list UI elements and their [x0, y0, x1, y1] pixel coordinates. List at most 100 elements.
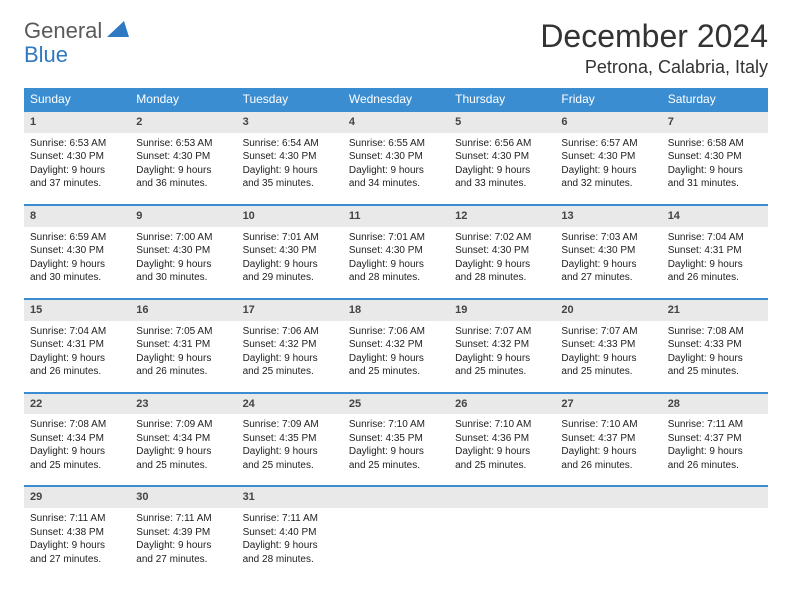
day-cell: 24Sunrise: 7:09 AMSunset: 4:35 PMDayligh… [237, 393, 343, 481]
day-cell: 25Sunrise: 7:10 AMSunset: 4:35 PMDayligh… [343, 393, 449, 481]
day-cell: 13Sunrise: 7:03 AMSunset: 4:30 PMDayligh… [555, 205, 661, 293]
weekday-header: Saturday [662, 88, 768, 111]
logo-triangle-icon [107, 21, 129, 42]
day-content: Sunrise: 6:56 AMSunset: 4:30 PMDaylight:… [449, 133, 555, 199]
day-number: 2 [130, 112, 236, 133]
day-number: 15 [24, 300, 130, 321]
day-number: 19 [449, 300, 555, 321]
day-number: 6 [555, 112, 661, 133]
day-number: 4 [343, 112, 449, 133]
day-content: Sunrise: 7:06 AMSunset: 4:32 PMDaylight:… [343, 321, 449, 387]
day-cell: 5Sunrise: 6:56 AMSunset: 4:30 PMDaylight… [449, 111, 555, 199]
day-content: Sunrise: 6:59 AMSunset: 4:30 PMDaylight:… [24, 227, 130, 293]
logo-text-general: General [24, 18, 102, 44]
weekday-header: Wednesday [343, 88, 449, 111]
day-content: Sunrise: 7:09 AMSunset: 4:34 PMDaylight:… [130, 414, 236, 480]
day-content: Sunrise: 7:08 AMSunset: 4:33 PMDaylight:… [662, 321, 768, 387]
day-cell: 8Sunrise: 6:59 AMSunset: 4:30 PMDaylight… [24, 205, 130, 293]
weekday-header: Tuesday [237, 88, 343, 111]
day-cell: 19Sunrise: 7:07 AMSunset: 4:32 PMDayligh… [449, 299, 555, 387]
day-cell: 10Sunrise: 7:01 AMSunset: 4:30 PMDayligh… [237, 205, 343, 293]
day-number: 28 [662, 394, 768, 415]
day-cell: . [343, 486, 449, 574]
day-cell: 3Sunrise: 6:54 AMSunset: 4:30 PMDaylight… [237, 111, 343, 199]
day-cell: 6Sunrise: 6:57 AMSunset: 4:30 PMDaylight… [555, 111, 661, 199]
day-content: Sunrise: 7:11 AMSunset: 4:40 PMDaylight:… [237, 508, 343, 574]
day-number: 14 [662, 206, 768, 227]
day-number: 29 [24, 487, 130, 508]
day-content: Sunrise: 7:11 AMSunset: 4:37 PMDaylight:… [662, 414, 768, 480]
day-number: 11 [343, 206, 449, 227]
day-number: 10 [237, 206, 343, 227]
day-cell: . [555, 486, 661, 574]
location-subtitle: Petrona, Calabria, Italy [540, 57, 768, 78]
day-content: Sunrise: 7:04 AMSunset: 4:31 PMDaylight:… [24, 321, 130, 387]
week-row: 8Sunrise: 6:59 AMSunset: 4:30 PMDaylight… [24, 205, 768, 293]
day-number: 22 [24, 394, 130, 415]
day-number: 20 [555, 300, 661, 321]
day-number: 21 [662, 300, 768, 321]
day-content: Sunrise: 6:53 AMSunset: 4:30 PMDaylight:… [130, 133, 236, 199]
day-number: 26 [449, 394, 555, 415]
day-cell: 4Sunrise: 6:55 AMSunset: 4:30 PMDaylight… [343, 111, 449, 199]
day-number: 25 [343, 394, 449, 415]
day-number: 23 [130, 394, 236, 415]
day-content: Sunrise: 7:01 AMSunset: 4:30 PMDaylight:… [237, 227, 343, 293]
day-cell: 15Sunrise: 7:04 AMSunset: 4:31 PMDayligh… [24, 299, 130, 387]
calendar-table: Sunday Monday Tuesday Wednesday Thursday… [24, 88, 768, 574]
day-number: 30 [130, 487, 236, 508]
day-content: Sunrise: 7:01 AMSunset: 4:30 PMDaylight:… [343, 227, 449, 293]
month-title: December 2024 [540, 18, 768, 55]
logo: General [24, 18, 131, 44]
week-row: 22Sunrise: 7:08 AMSunset: 4:34 PMDayligh… [24, 393, 768, 481]
day-number: 1 [24, 112, 130, 133]
day-cell: 27Sunrise: 7:10 AMSunset: 4:37 PMDayligh… [555, 393, 661, 481]
day-content: Sunrise: 7:10 AMSunset: 4:37 PMDaylight:… [555, 414, 661, 480]
day-content: Sunrise: 7:04 AMSunset: 4:31 PMDaylight:… [662, 227, 768, 293]
weekday-header: Sunday [24, 88, 130, 111]
day-content: Sunrise: 7:07 AMSunset: 4:33 PMDaylight:… [555, 321, 661, 387]
day-cell: 29Sunrise: 7:11 AMSunset: 4:38 PMDayligh… [24, 486, 130, 574]
day-content: Sunrise: 7:10 AMSunset: 4:36 PMDaylight:… [449, 414, 555, 480]
day-number: 9 [130, 206, 236, 227]
day-content: Sunrise: 7:08 AMSunset: 4:34 PMDaylight:… [24, 414, 130, 480]
logo-text-blue: Blue [24, 42, 68, 68]
day-number: 31 [237, 487, 343, 508]
day-content: Sunrise: 7:07 AMSunset: 4:32 PMDaylight:… [449, 321, 555, 387]
day-content: Sunrise: 7:03 AMSunset: 4:30 PMDaylight:… [555, 227, 661, 293]
day-cell: 30Sunrise: 7:11 AMSunset: 4:39 PMDayligh… [130, 486, 236, 574]
day-content: Sunrise: 6:53 AMSunset: 4:30 PMDaylight:… [24, 133, 130, 199]
weekday-header-row: Sunday Monday Tuesday Wednesday Thursday… [24, 88, 768, 111]
day-number: 16 [130, 300, 236, 321]
weekday-header: Friday [555, 88, 661, 111]
day-number: 27 [555, 394, 661, 415]
day-content: Sunrise: 6:58 AMSunset: 4:30 PMDaylight:… [662, 133, 768, 199]
day-cell: 18Sunrise: 7:06 AMSunset: 4:32 PMDayligh… [343, 299, 449, 387]
day-content: Sunrise: 6:55 AMSunset: 4:30 PMDaylight:… [343, 133, 449, 199]
day-cell: 31Sunrise: 7:11 AMSunset: 4:40 PMDayligh… [237, 486, 343, 574]
day-cell: 28Sunrise: 7:11 AMSunset: 4:37 PMDayligh… [662, 393, 768, 481]
day-cell: 21Sunrise: 7:08 AMSunset: 4:33 PMDayligh… [662, 299, 768, 387]
day-number: 18 [343, 300, 449, 321]
weekday-header: Monday [130, 88, 236, 111]
day-cell: 14Sunrise: 7:04 AMSunset: 4:31 PMDayligh… [662, 205, 768, 293]
day-cell: . [449, 486, 555, 574]
day-number: 12 [449, 206, 555, 227]
day-number: 7 [662, 112, 768, 133]
day-cell: 16Sunrise: 7:05 AMSunset: 4:31 PMDayligh… [130, 299, 236, 387]
title-block: December 2024 Petrona, Calabria, Italy [540, 18, 768, 78]
day-content: Sunrise: 6:57 AMSunset: 4:30 PMDaylight:… [555, 133, 661, 199]
day-number: 24 [237, 394, 343, 415]
day-cell: 12Sunrise: 7:02 AMSunset: 4:30 PMDayligh… [449, 205, 555, 293]
day-cell: 23Sunrise: 7:09 AMSunset: 4:34 PMDayligh… [130, 393, 236, 481]
day-content: Sunrise: 6:54 AMSunset: 4:30 PMDaylight:… [237, 133, 343, 199]
day-cell: 1Sunrise: 6:53 AMSunset: 4:30 PMDaylight… [24, 111, 130, 199]
day-cell: 17Sunrise: 7:06 AMSunset: 4:32 PMDayligh… [237, 299, 343, 387]
day-cell: 20Sunrise: 7:07 AMSunset: 4:33 PMDayligh… [555, 299, 661, 387]
weekday-header: Thursday [449, 88, 555, 111]
day-content: Sunrise: 7:11 AMSunset: 4:39 PMDaylight:… [130, 508, 236, 574]
day-cell: 11Sunrise: 7:01 AMSunset: 4:30 PMDayligh… [343, 205, 449, 293]
day-cell: 9Sunrise: 7:00 AMSunset: 4:30 PMDaylight… [130, 205, 236, 293]
day-number: 17 [237, 300, 343, 321]
week-row: 1Sunrise: 6:53 AMSunset: 4:30 PMDaylight… [24, 111, 768, 199]
